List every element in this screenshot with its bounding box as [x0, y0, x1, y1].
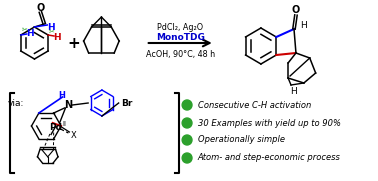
Text: N: N	[64, 100, 73, 110]
Text: H: H	[53, 33, 61, 41]
Circle shape	[182, 118, 192, 128]
Circle shape	[182, 135, 192, 145]
Text: Atom- and step-economic process: Atom- and step-economic process	[198, 153, 341, 163]
Text: X: X	[70, 131, 76, 140]
Text: H: H	[291, 87, 297, 96]
Text: MonoTDG: MonoTDG	[156, 33, 204, 41]
Text: Operationally simple: Operationally simple	[198, 136, 285, 144]
Text: O: O	[292, 5, 300, 15]
Text: 30 Examples with yield up to 90%: 30 Examples with yield up to 90%	[198, 119, 341, 127]
Text: ✂: ✂	[22, 27, 28, 33]
Text: H: H	[58, 90, 65, 100]
Text: Consecutive C-H activation: Consecutive C-H activation	[198, 100, 311, 110]
Circle shape	[182, 100, 192, 110]
Text: H: H	[301, 20, 307, 30]
Text: II: II	[62, 121, 67, 127]
Text: AcOH, 90°C, 48 h: AcOH, 90°C, 48 h	[146, 49, 215, 58]
Text: H: H	[26, 28, 34, 37]
Text: via:: via:	[8, 100, 24, 108]
Text: ✂: ✂	[49, 29, 55, 35]
Text: +: +	[67, 35, 80, 50]
Text: H: H	[47, 22, 55, 31]
Text: Pd: Pd	[49, 123, 62, 132]
Circle shape	[182, 153, 192, 163]
Text: PdCl₂, Ag₂O: PdCl₂, Ag₂O	[157, 24, 203, 33]
Text: Br: Br	[121, 98, 132, 108]
Text: O: O	[36, 3, 45, 13]
